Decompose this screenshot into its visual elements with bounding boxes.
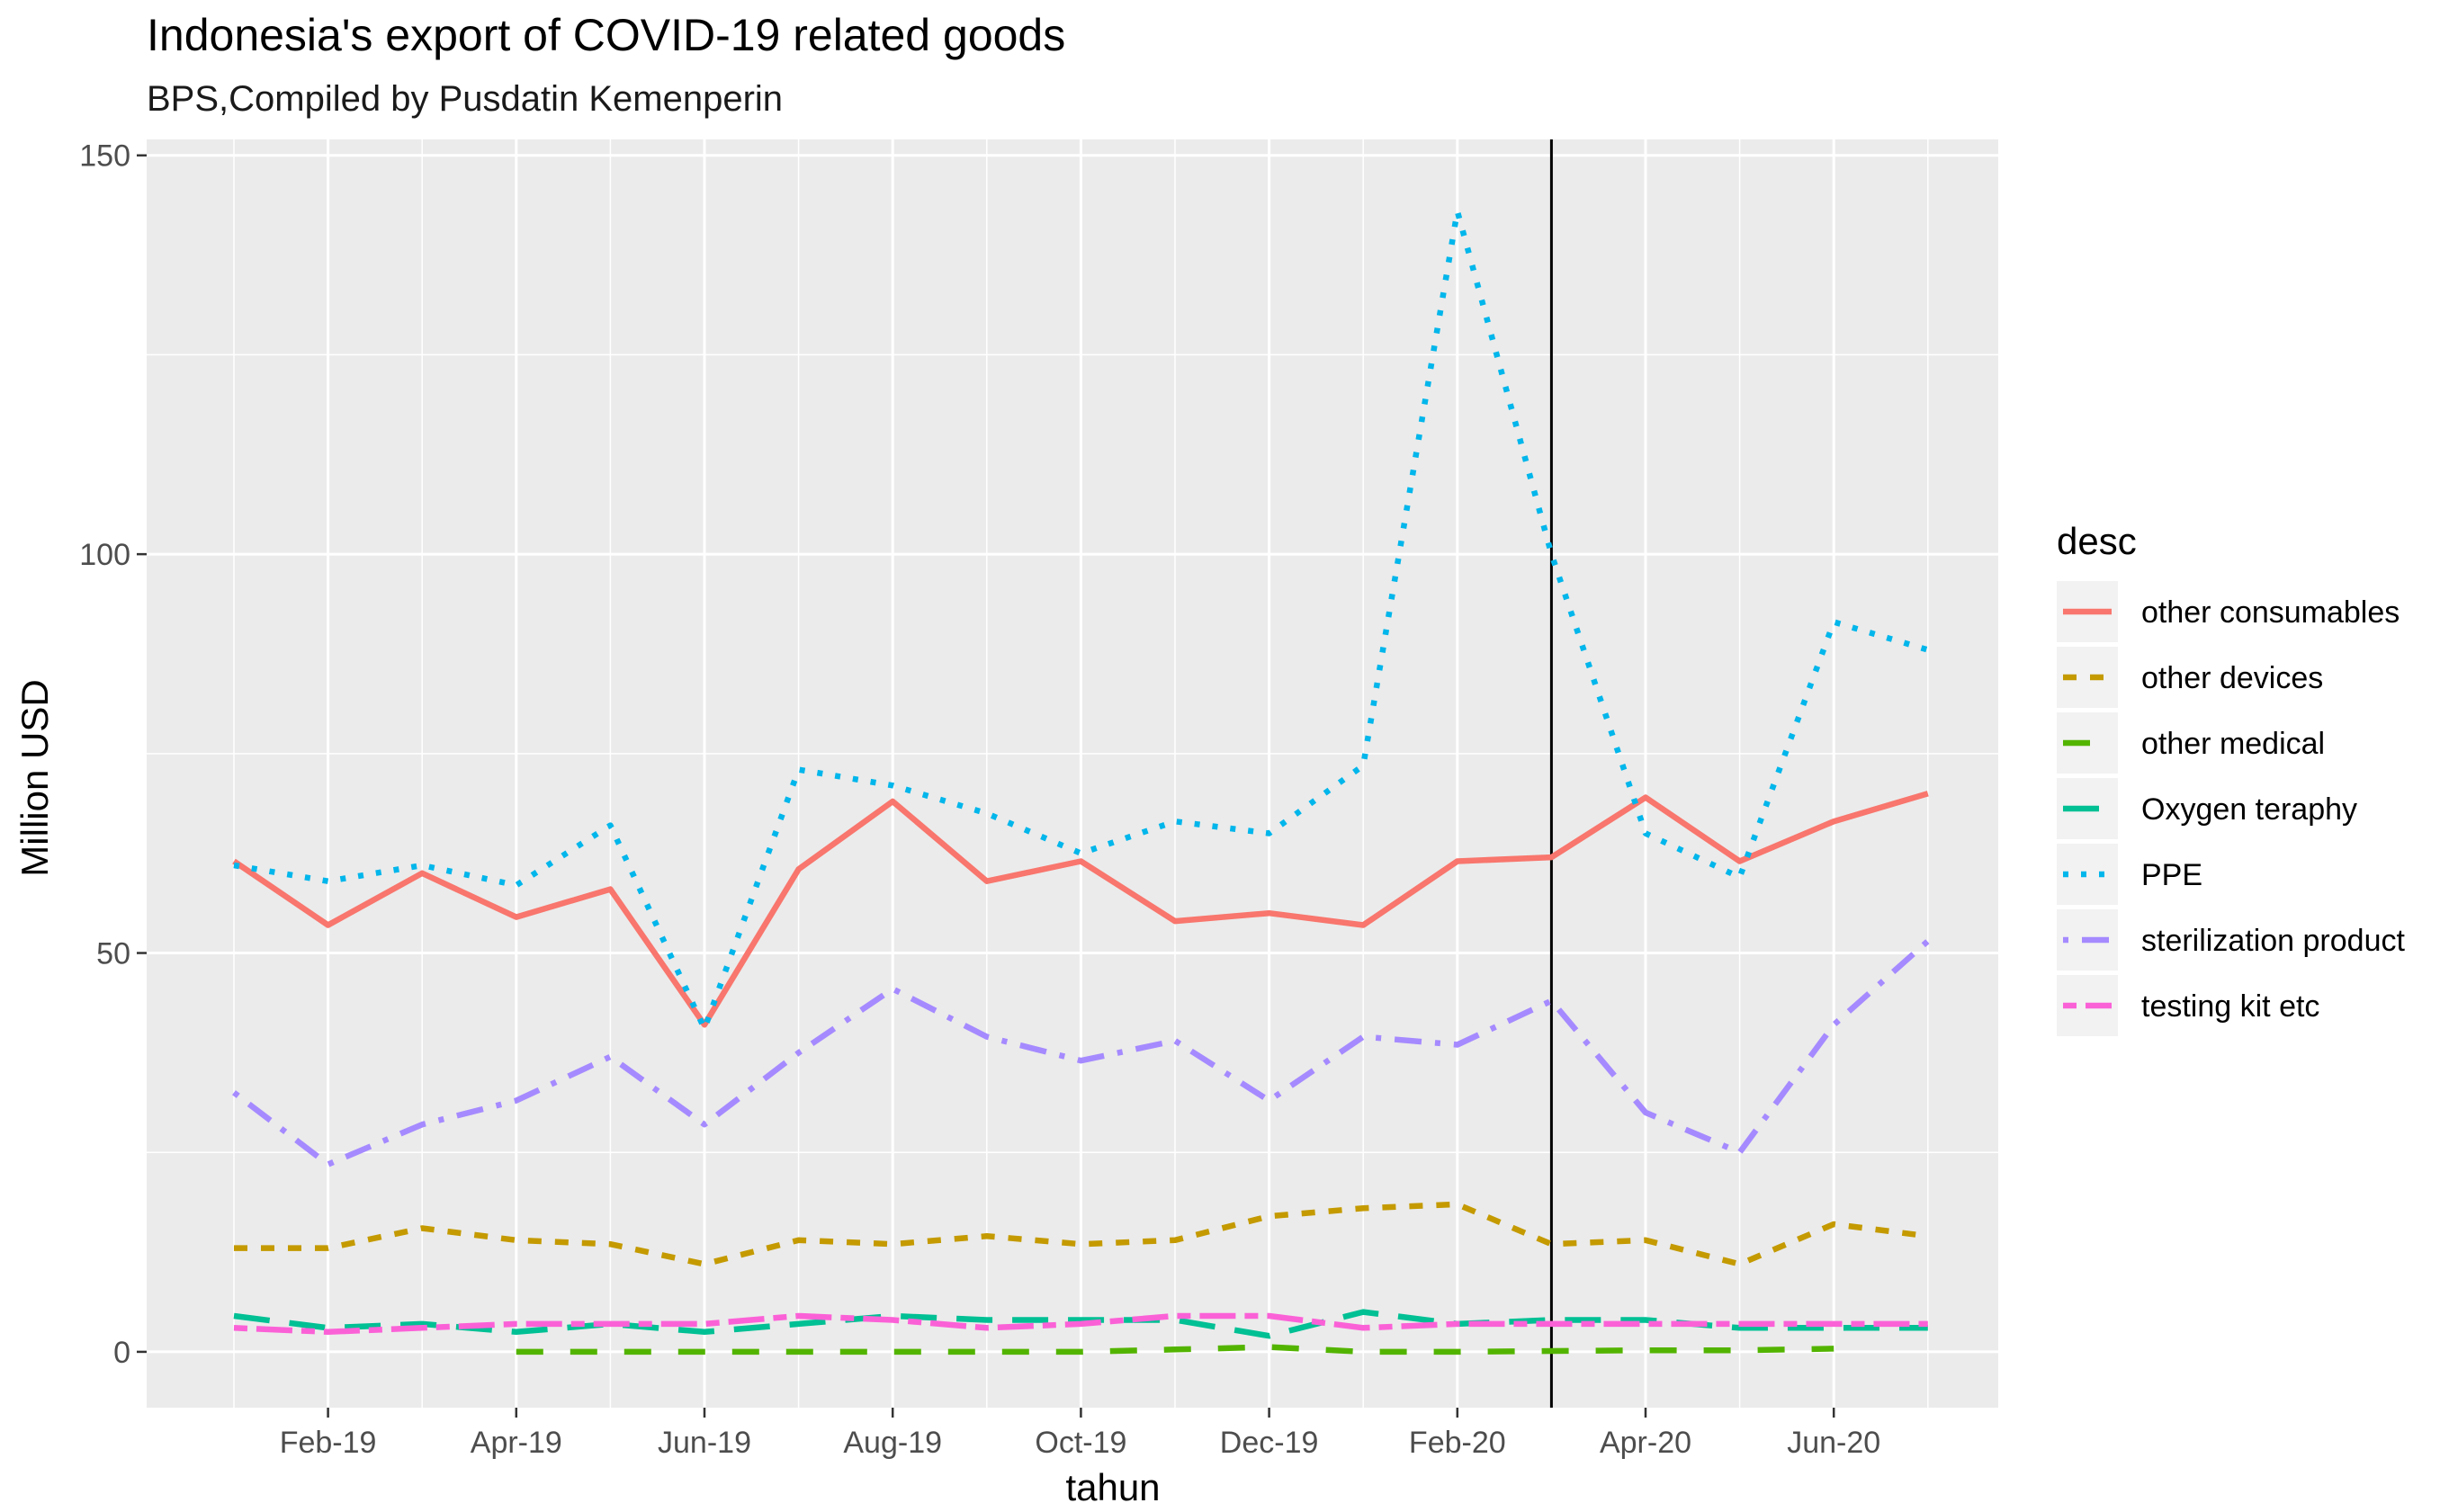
x-tick-label: Aug-19 xyxy=(843,1426,942,1460)
legend-label: other consumables xyxy=(2141,595,2400,630)
legend-label: testing kit etc xyxy=(2141,989,2319,1024)
legend: desc other consumables other devices other… xyxy=(2054,504,2432,1036)
x-tick-label: Apr-19 xyxy=(471,1426,562,1460)
chart-subtitle: BPS,Compiled by Pusdatin Kemenperin xyxy=(147,79,784,119)
series-line-testing-kit-etc xyxy=(233,1312,1928,1336)
x-tick-label: Apr-20 xyxy=(1600,1426,1691,1460)
x-tick-label: Oct-19 xyxy=(1035,1426,1126,1460)
series-lines xyxy=(232,208,1930,1355)
y-tick-label: 0 xyxy=(113,1336,130,1370)
series-line-ppe xyxy=(233,208,1929,1033)
series-line-oxygen-teraphy xyxy=(233,1309,1928,1339)
x-axis-title: tahun xyxy=(1065,1466,1160,1508)
plot-panel xyxy=(147,139,1998,1408)
chart-title: Indonesia's export of COVID-19 related g… xyxy=(147,10,1066,60)
legend-label: sterilization product xyxy=(2141,924,2405,958)
series-line-sterilization-product xyxy=(232,938,1930,1168)
legend-label: PPE xyxy=(2141,858,2202,892)
series-line-other-medical xyxy=(516,1344,1834,1355)
series-line-other-consumables xyxy=(232,791,1929,1028)
legend-title: desc xyxy=(2057,520,2137,562)
legend-label: Oxygen teraphy xyxy=(2141,792,2357,827)
legend-label: other devices xyxy=(2141,661,2323,695)
x-tick-label: Jun-19 xyxy=(658,1426,751,1460)
x-tick-label: Dec-19 xyxy=(1220,1426,1319,1460)
x-tick-label: Feb-19 xyxy=(280,1426,377,1460)
y-tick-label: 50 xyxy=(96,937,130,971)
y-axis-title: Million USD xyxy=(13,679,56,876)
grid-lines xyxy=(147,139,1998,1408)
axes: 0 50 100 150 Feb-19 Apr-19 Jun-19 Aug-19 Oct-19 D… xyxy=(79,139,1880,1460)
series-line-other-devices xyxy=(234,1201,1929,1267)
y-tick-label: 100 xyxy=(79,538,130,572)
x-tick-label: Jun-20 xyxy=(1787,1426,1880,1460)
legend-label: other medical xyxy=(2141,727,2325,761)
y-tick-label: 150 xyxy=(79,139,130,174)
x-tick-label: Feb-20 xyxy=(1409,1426,1506,1460)
